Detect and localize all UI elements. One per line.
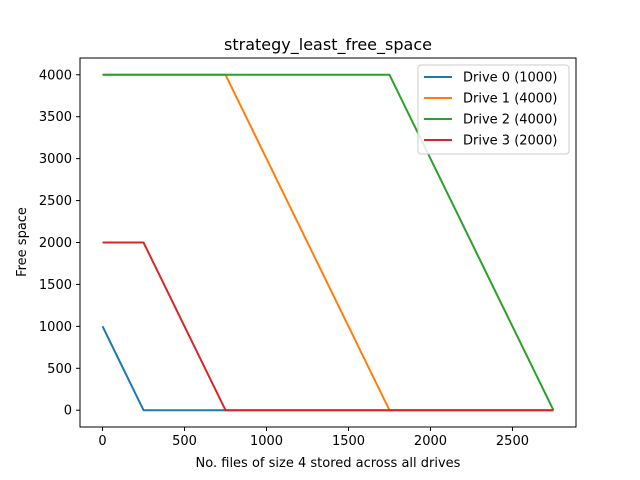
legend-label-1: Drive 1 (4000) <box>463 92 557 107</box>
y-tick-label: 4000 <box>39 68 72 83</box>
y-axis-label: Free space <box>15 207 30 277</box>
x-axis-label: No. files of size 4 stored across all dr… <box>196 456 461 471</box>
y-tick-label: 2500 <box>39 194 72 209</box>
legend-box <box>417 64 570 155</box>
legend-label-0: Drive 0 (1000) <box>463 71 557 86</box>
x-tick-label: 2000 <box>414 434 447 449</box>
y-tick-label: 2000 <box>39 236 72 251</box>
y-tick-label: 0 <box>64 404 72 419</box>
x-tick-label: 1000 <box>250 434 283 449</box>
x-tick-label: 2500 <box>496 434 529 449</box>
x-tick-label: 0 <box>98 434 106 449</box>
x-tick-label: 500 <box>172 434 197 449</box>
y-tick-label: 1000 <box>39 320 72 335</box>
legend-label-2: Drive 2 (4000) <box>463 113 557 128</box>
plot-area <box>101 73 555 412</box>
legend: Drive 0 (1000) Drive 1 (4000) Drive 2 (400… <box>417 64 570 155</box>
series-line-2 <box>102 73 555 411</box>
y-tick-label: 500 <box>47 362 72 377</box>
y-tick-label: 3000 <box>39 152 72 167</box>
x-tick-label: 1500 <box>332 434 365 449</box>
series-line-3 <box>102 241 554 412</box>
chart-title: strategy_least_free_space <box>224 35 432 55</box>
legend-label-3: Drive 3 (2000) <box>463 134 557 149</box>
y-tick-label: 3500 <box>39 110 72 125</box>
axes: 0 500 1000 1500 2000 2500 0 500 1000 1500 2000 2500… <box>39 57 577 449</box>
y-tick-label: 1500 <box>39 278 72 293</box>
